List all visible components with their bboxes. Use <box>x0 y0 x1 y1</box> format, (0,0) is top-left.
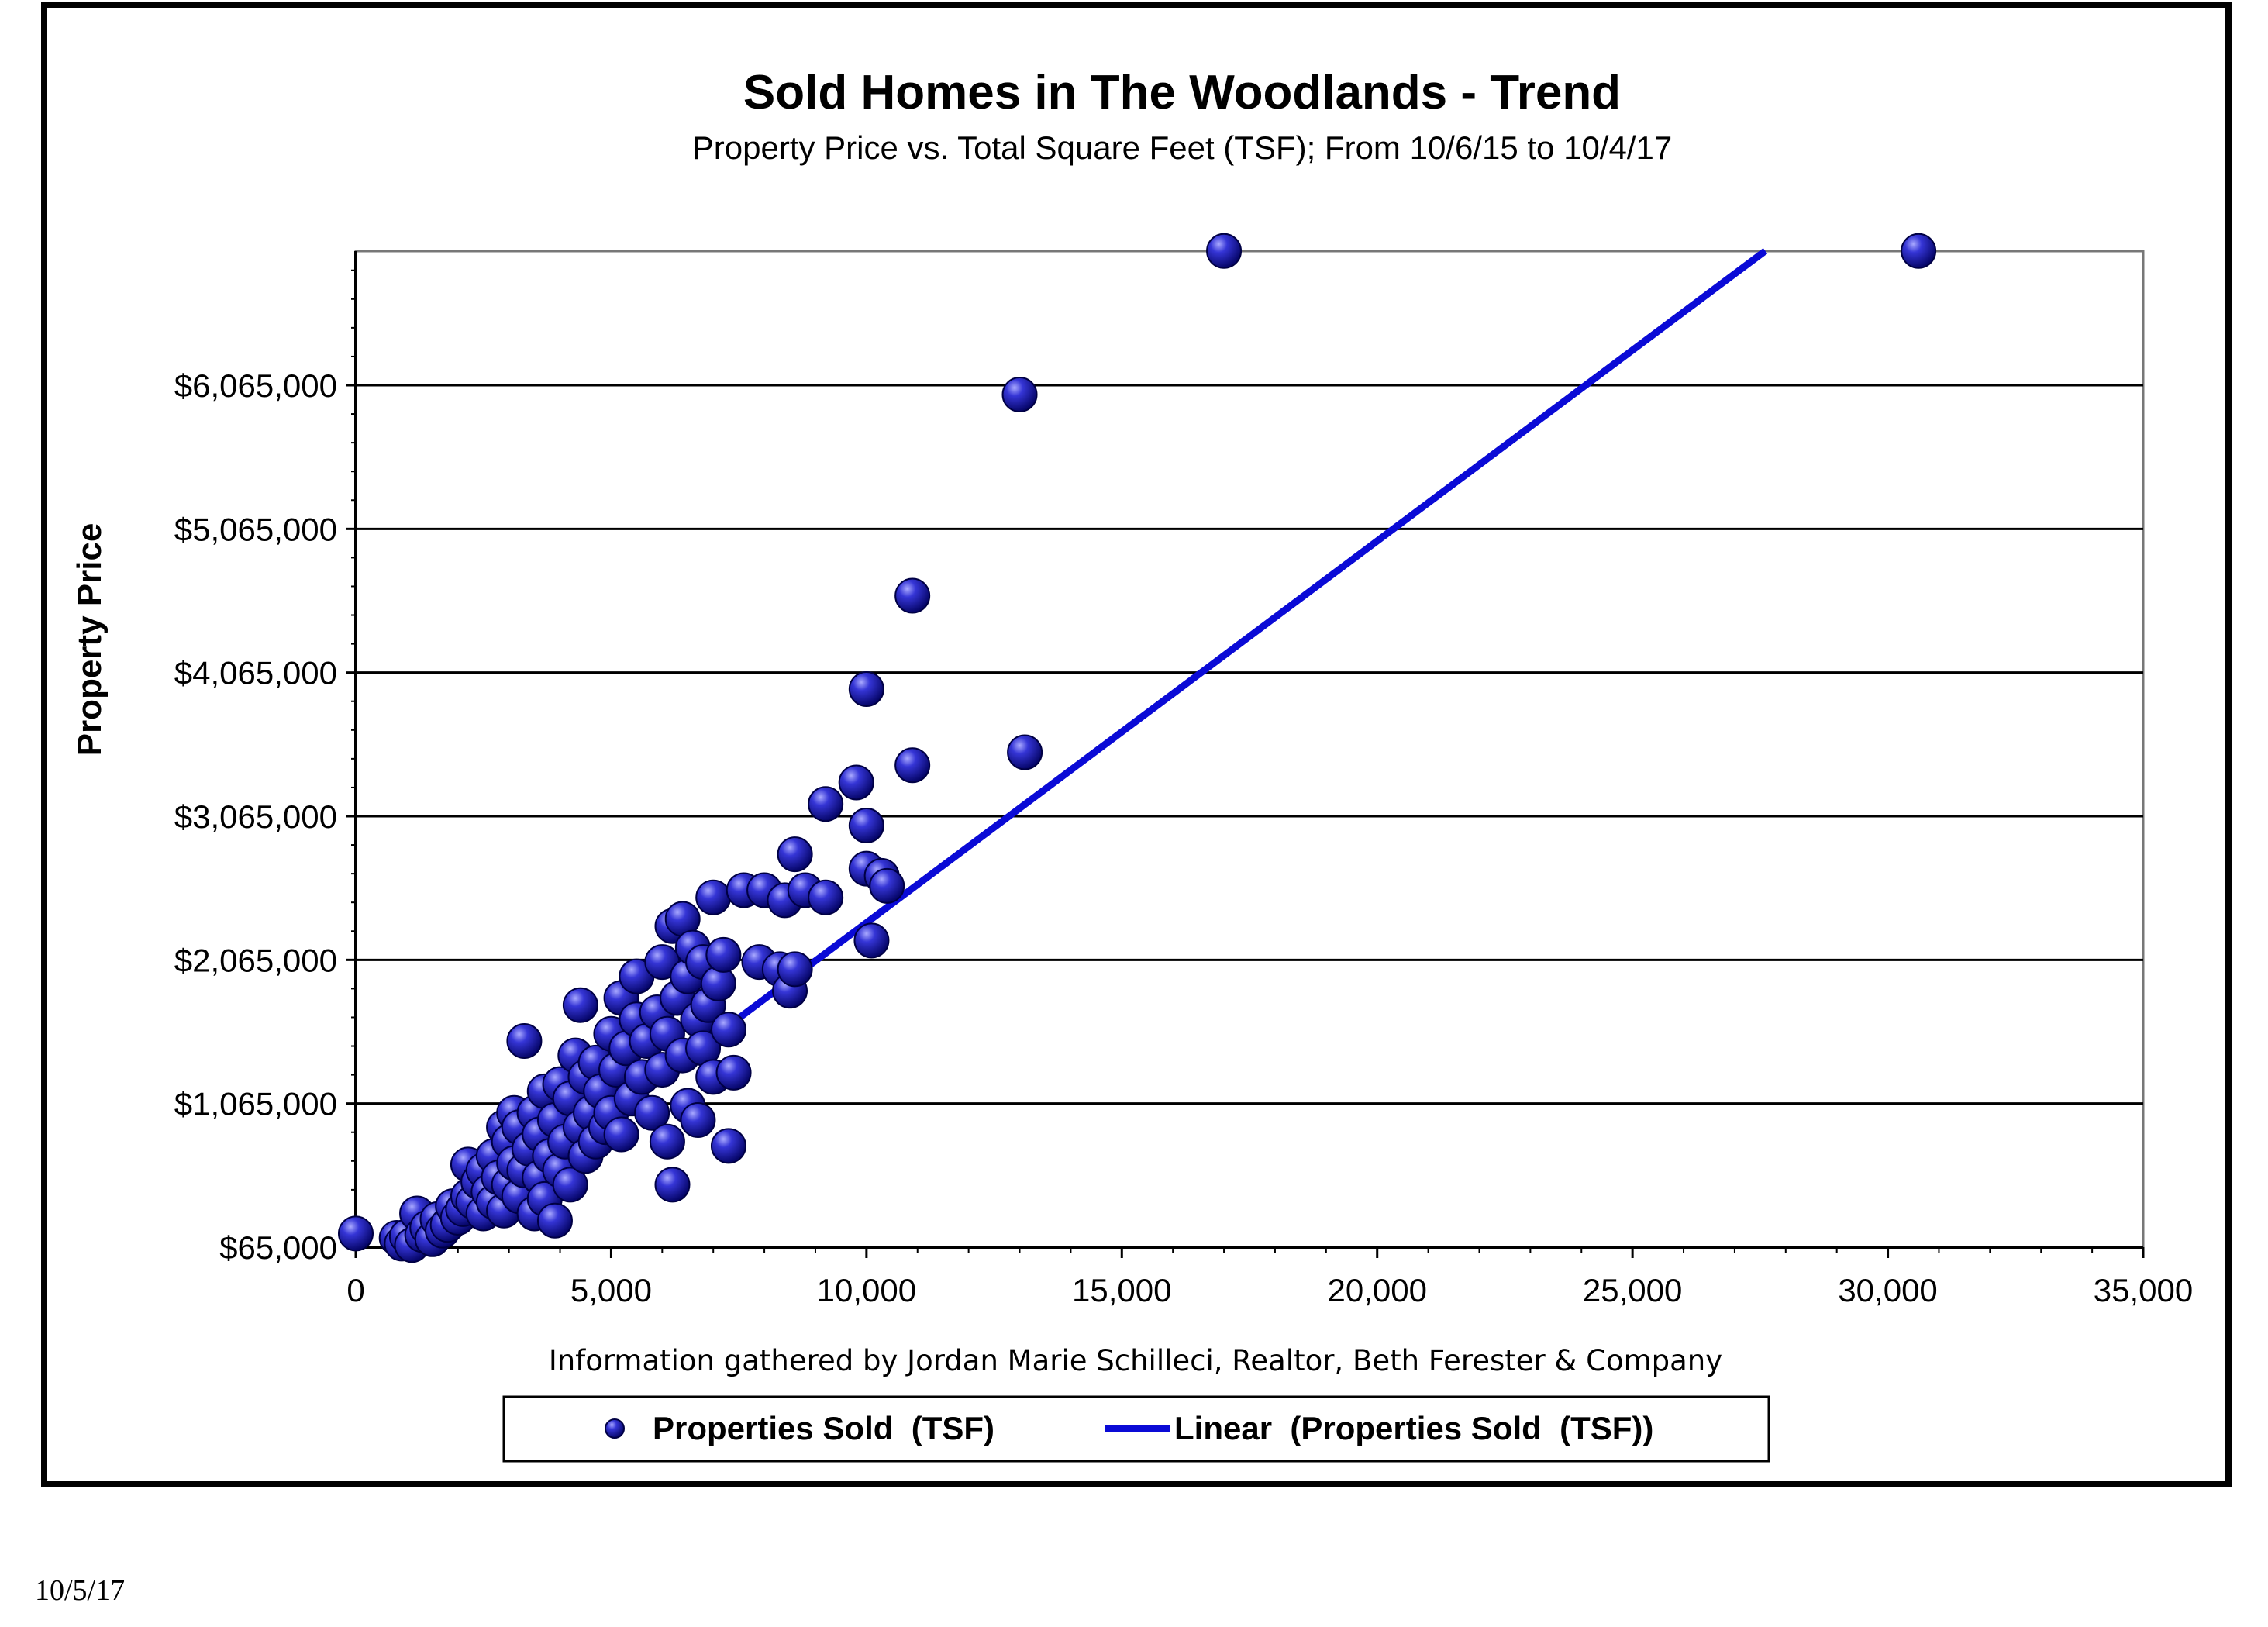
source-note: Information gathered by Jordan Marie Sch… <box>549 1344 1722 1377</box>
data-point-49 <box>552 1167 588 1203</box>
data-point-64 <box>603 1116 639 1153</box>
data-point-96 <box>715 1054 752 1091</box>
data-point-118 <box>1007 734 1043 770</box>
data-point-78 <box>654 1167 691 1203</box>
x-tick-label-7: 35,000 <box>2094 1272 2193 1308</box>
data-point-106 <box>808 879 844 915</box>
data-point-107 <box>808 786 844 822</box>
y-tick-label-2: $2,065,000 <box>174 942 337 978</box>
data-point-114 <box>869 867 905 904</box>
legend-label-scatter: Properties Sold (TSF) <box>653 1410 994 1446</box>
data-point-104 <box>777 836 813 873</box>
data-point-103 <box>777 951 813 988</box>
data-point-95 <box>710 1128 746 1164</box>
chart-title: Sold Homes in The Woodlands - Trend <box>743 66 1621 119</box>
y-axis-label: Property Price <box>71 523 109 757</box>
data-point-90 <box>695 879 732 915</box>
legend-marker-scatter <box>605 1418 625 1439</box>
y-tick-label-4: $4,065,000 <box>174 655 337 691</box>
data-point-44 <box>536 1202 573 1239</box>
data-point-119 <box>1206 233 1243 269</box>
x-tick-label-1: 5,000 <box>570 1272 652 1308</box>
data-point-33 <box>506 1023 543 1060</box>
data-point-94 <box>710 1012 746 1048</box>
data-point-120 <box>1901 233 1937 269</box>
data-point-71 <box>634 1094 670 1131</box>
data-point-112 <box>853 922 890 959</box>
data-point-86 <box>680 1101 716 1138</box>
x-tick-label-6: 30,000 <box>1838 1272 1937 1308</box>
data-point-111 <box>848 670 884 707</box>
scatter-points <box>338 233 1937 1263</box>
legend-label-trend: Linear (Properties Sold (TSF)) <box>1174 1410 1653 1446</box>
chart-subtitle: Property Price vs. Total Square Feet (TS… <box>692 129 1672 166</box>
x-tick-label-0: 0 <box>346 1272 364 1308</box>
data-point-0 <box>338 1215 374 1252</box>
y-tick-label-5: $5,065,000 <box>174 511 337 547</box>
y-tick-labels: $65,000 $1,065,000 $2,065,000 $3,065,000 $4,… <box>174 367 337 1266</box>
x-tick-label-4: 20,000 <box>1327 1272 1426 1308</box>
x-tick-label-3: 15,000 <box>1072 1272 1171 1308</box>
y-tick-label-3: $3,065,000 <box>174 798 337 835</box>
footer-date: 10/5/17 <box>35 1574 126 1607</box>
y-tick-label-6: $6,065,000 <box>174 367 337 404</box>
data-point-108 <box>838 764 874 801</box>
data-point-51 <box>562 987 598 1023</box>
data-point-109 <box>848 808 884 844</box>
data-point-93 <box>705 936 742 973</box>
data-point-76 <box>649 1123 685 1160</box>
y-tick-label-0: $65,000 <box>219 1229 337 1266</box>
data-point-116 <box>894 577 931 614</box>
data-point-117 <box>1001 377 1038 413</box>
x-tick-label-5: 25,000 <box>1583 1272 1682 1308</box>
x-tick-labels: 0 5,000 10,000 15,000 20,000 25,000 30,000 35,0… <box>346 1272 2193 1308</box>
data-point-115 <box>894 747 931 784</box>
y-tick-label-1: $1,065,000 <box>174 1086 337 1122</box>
x-tick-label-2: 10,000 <box>817 1272 916 1308</box>
